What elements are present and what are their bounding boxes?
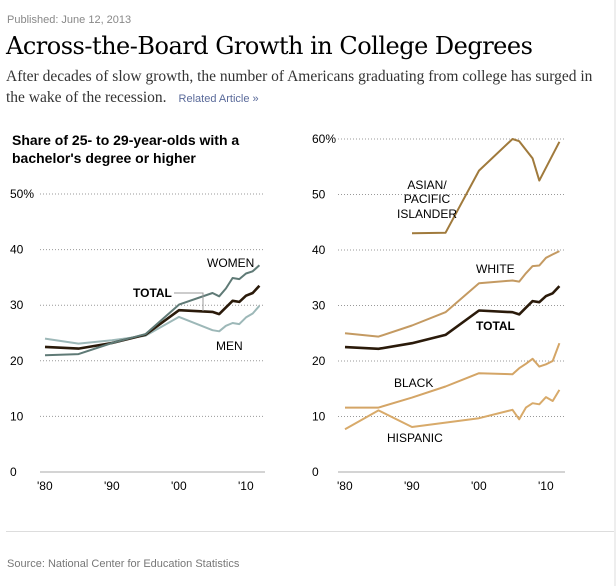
y-tick-label: 30 (312, 299, 326, 313)
series-line-total (344, 285, 561, 351)
published-date: Published: June 12, 2013 (7, 14, 132, 26)
x-tick-label: '10 (238, 479, 254, 493)
dek-text: After decades of slow growth, the number… (6, 68, 593, 106)
label-men: MEN (216, 339, 243, 353)
left-chart: 0 10 20 30 40 50% '80 '90 '00 '10 WOMEN TOTAL MEN (10, 187, 265, 493)
label-women: WOMEN (207, 256, 254, 270)
y-tick-label: 30 (10, 298, 24, 312)
y-tick-label: 0 (10, 465, 17, 479)
y-tick-label: 60% (312, 132, 336, 146)
divider (6, 531, 614, 532)
source-note: Source: National Center for Education St… (7, 558, 240, 570)
chart-title: Share of 25- to 29-year-olds with a bach… (12, 132, 240, 166)
series-line-hispanic (344, 389, 561, 431)
x-tick-label: '00 (171, 479, 187, 493)
label-total: TOTAL (133, 286, 172, 300)
y-tick-label: 20 (10, 354, 24, 368)
y-tick-label: 40 (10, 243, 24, 257)
y-tick-label: 50 (312, 188, 326, 202)
scroll-edge (614, 0, 616, 586)
label-black: BLACK (394, 376, 433, 390)
right-chart: 0 10 20 30 40 50 60% '80 '90 '00 '10 ASIAN/PACIFICI… (312, 132, 565, 493)
label-asian-1: ASIAN/ (407, 178, 447, 192)
dek: After decades of slow growth, the number… (6, 66, 611, 110)
series-line-white (344, 250, 560, 338)
related-article-link[interactable]: Related Article » (178, 93, 259, 105)
y-tick-label: 20 (312, 354, 326, 368)
x-tick-label: '80 (337, 479, 353, 493)
label-asian-3: ISLANDER (397, 207, 457, 221)
label-asian-2: PACIFIC (404, 192, 451, 206)
series-line-asian (411, 138, 561, 235)
y-tick-label: 50% (10, 187, 34, 201)
x-tick-label: '80 (37, 479, 53, 493)
label-white: WHITE (476, 262, 515, 276)
series-line-women (44, 264, 261, 357)
series-line-men (44, 305, 261, 345)
y-tick-label: 0 (312, 465, 319, 479)
label-total: TOTAL (476, 319, 515, 333)
x-tick-label: '00 (471, 479, 487, 493)
y-tick-label: 10 (10, 409, 24, 423)
y-tick-label: 40 (312, 243, 326, 257)
series-line-black (345, 342, 561, 409)
page-title: Across-the-Board Growth in College Degre… (6, 32, 533, 60)
total-leader-line (174, 292, 204, 311)
y-tick-label: 10 (312, 410, 326, 424)
x-tick-label: '10 (538, 479, 554, 493)
x-tick-label: '90 (104, 479, 120, 493)
label-hispanic: HISPANIC (387, 431, 443, 445)
x-tick-label: '90 (404, 479, 420, 493)
